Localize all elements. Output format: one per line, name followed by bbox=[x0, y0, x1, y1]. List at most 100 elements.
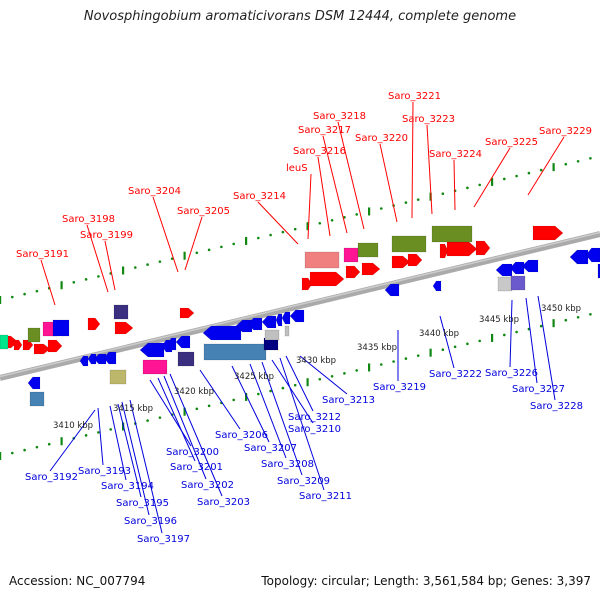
gene-label-reverse: Saro_3207 bbox=[244, 443, 297, 454]
gene-label-forward: Saro_3224 bbox=[429, 149, 482, 160]
leader-line bbox=[527, 136, 565, 196]
forward-gene bbox=[446, 241, 478, 257]
minor-tick bbox=[257, 392, 260, 396]
leader-line bbox=[49, 409, 96, 472]
kbp-marker: 3415 kbp bbox=[113, 404, 153, 414]
minor-tick bbox=[109, 428, 112, 431]
major-tick bbox=[491, 333, 494, 342]
minor-tick bbox=[146, 263, 149, 266]
forward-gene bbox=[361, 262, 381, 276]
feature-box-teal bbox=[0, 334, 9, 350]
minor-tick bbox=[207, 404, 211, 408]
labels-group: 3410 kbp 3415 kbp 3420 kbp 3425 kbp 3430 kbp… bbox=[16, 91, 592, 545]
forward-gene bbox=[532, 225, 564, 241]
leader-line bbox=[279, 357, 325, 491]
forward-gene bbox=[87, 317, 101, 331]
reverse-gene bbox=[261, 315, 277, 329]
minor-tick bbox=[281, 386, 285, 390]
leader-line bbox=[104, 240, 116, 291]
minor-tick bbox=[220, 245, 223, 249]
minor-tick bbox=[23, 292, 26, 296]
kbp-marker: 3440 kbp bbox=[419, 329, 459, 339]
minor-tick bbox=[589, 313, 592, 316]
leader-line bbox=[157, 377, 196, 462]
major-tick bbox=[306, 222, 309, 231]
leader-line bbox=[307, 173, 312, 240]
leader-line bbox=[271, 359, 314, 424]
reverse-gene bbox=[139, 342, 165, 358]
reverse-gene bbox=[509, 261, 525, 275]
reverse-gene bbox=[432, 280, 442, 292]
reverse-gene bbox=[521, 259, 539, 273]
minor-tick bbox=[232, 398, 235, 402]
feature-box-indigo bbox=[177, 351, 195, 367]
gene-label-reverse: Saro_3196 bbox=[124, 516, 177, 527]
forward-gene bbox=[309, 271, 345, 287]
leader-line bbox=[40, 259, 56, 306]
major-tick bbox=[552, 163, 555, 172]
gene-label-reverse: Saro_3197 bbox=[137, 534, 190, 545]
reverse-gene bbox=[289, 309, 305, 323]
gene-label-reverse: Saro_3202 bbox=[181, 480, 234, 491]
major-tick bbox=[306, 378, 309, 387]
minor-tick bbox=[269, 389, 272, 393]
minor-tick bbox=[416, 198, 420, 201]
minor-tick bbox=[281, 230, 285, 234]
minor-tick bbox=[539, 168, 543, 172]
leader-line bbox=[129, 399, 163, 534]
feature-box-olive bbox=[357, 242, 379, 258]
minor-tick bbox=[35, 289, 39, 293]
leader-line bbox=[249, 363, 287, 459]
feature-box-khaki bbox=[109, 369, 127, 385]
leader-line bbox=[109, 405, 127, 481]
leader-line bbox=[261, 361, 303, 476]
reverse-gene bbox=[235, 319, 253, 333]
minor-tick bbox=[97, 431, 100, 434]
minor-tick bbox=[466, 186, 469, 190]
leader-line bbox=[322, 135, 348, 234]
minor-tick bbox=[355, 213, 359, 216]
reverse-gene bbox=[569, 249, 589, 265]
minor-tick bbox=[318, 377, 322, 381]
minor-tick bbox=[11, 451, 14, 455]
minor-tick bbox=[503, 333, 506, 337]
minor-tick bbox=[47, 442, 51, 446]
reverse-gene bbox=[27, 376, 41, 390]
forward-gene bbox=[391, 255, 411, 269]
gene-label-forward: Saro_3216 bbox=[293, 146, 346, 157]
gene-label-forward: Saro_3198 bbox=[62, 214, 115, 225]
features-group bbox=[0, 225, 600, 407]
gene-label-reverse: Saro_3227 bbox=[512, 384, 565, 395]
genome-summary: Topology: circular; Length: 3,561,584 bp… bbox=[261, 574, 591, 588]
major-tick bbox=[183, 407, 186, 416]
minor-tick bbox=[84, 434, 88, 437]
leader-line bbox=[537, 295, 556, 401]
major-tick bbox=[368, 207, 371, 216]
gene-label-reverse: Saro_3228 bbox=[530, 401, 583, 412]
minor-tick bbox=[134, 266, 137, 269]
feature-box-gray bbox=[284, 325, 290, 337]
gene-label-forward: leuS bbox=[286, 163, 308, 174]
gene-label-forward: Saro_3191 bbox=[16, 249, 69, 260]
leader-line bbox=[453, 159, 456, 211]
minor-tick bbox=[293, 227, 297, 231]
forward-gene bbox=[439, 243, 449, 259]
forward-gene bbox=[345, 265, 361, 279]
minor-tick bbox=[576, 315, 580, 319]
gene-label-reverse: Saro_3211 bbox=[299, 491, 352, 502]
forward-gene bbox=[407, 253, 423, 267]
minor-tick bbox=[380, 363, 383, 366]
major-tick bbox=[552, 319, 555, 328]
forward-gene bbox=[475, 240, 491, 256]
kbp-marker: 3435 kbp bbox=[357, 343, 397, 353]
forward-gene bbox=[13, 339, 23, 351]
gene-label-reverse: Saro_3212 bbox=[288, 412, 341, 423]
gene-label-reverse: Saro_3195 bbox=[116, 498, 169, 509]
minor-tick bbox=[576, 159, 580, 163]
feature-box-steelblue bbox=[203, 343, 267, 361]
feature-box-magenta bbox=[142, 359, 168, 375]
gene-label-forward: Saro_3204 bbox=[128, 186, 181, 197]
minor-tick bbox=[564, 162, 568, 166]
major-tick bbox=[245, 392, 248, 401]
leader-line bbox=[337, 121, 365, 230]
